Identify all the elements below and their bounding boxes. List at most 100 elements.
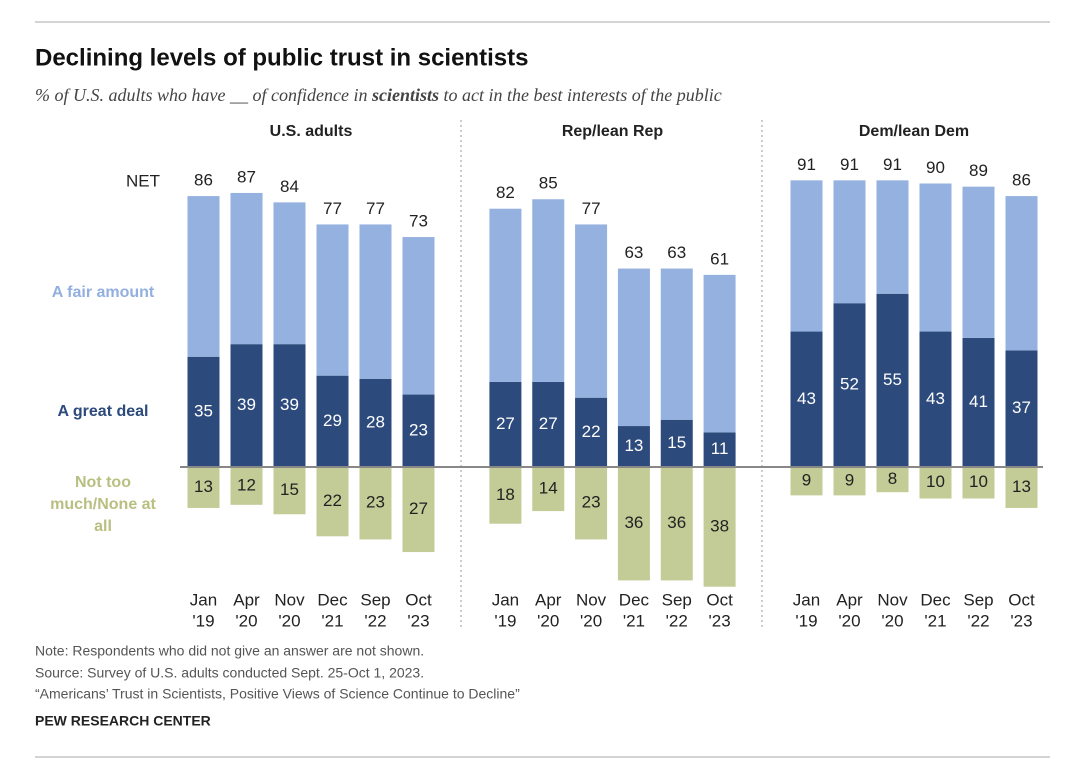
bar-segment: [359, 467, 392, 540]
report: “Americans’ Trust in Scientists, Positiv…: [35, 686, 520, 702]
net-value: 63: [624, 243, 643, 262]
bar-segment: [1005, 467, 1038, 508]
brand: PEW RESEARCH CENTER: [35, 713, 211, 729]
bar-segment: [919, 467, 952, 499]
x-tick-label: Nov: [576, 590, 607, 609]
panel-title: Rep/lean Rep: [562, 123, 664, 140]
bar-segment: [187, 196, 220, 357]
value-label: 43: [797, 389, 816, 408]
bar-segment: [316, 375, 349, 467]
bar-segment: [187, 467, 220, 508]
bar-segment: [273, 467, 306, 515]
net-value: 89: [969, 161, 988, 180]
value-label: 9: [802, 471, 811, 490]
bar-segment: [833, 467, 866, 496]
x-tick-label: Dec: [920, 590, 951, 609]
panel-title: U.S. adults: [270, 123, 353, 140]
net-value: 84: [280, 177, 299, 196]
x-tick-label: Dec: [317, 590, 348, 609]
bar-segment: [703, 274, 736, 433]
value-label: 35: [194, 401, 213, 420]
bar-segment: [962, 467, 995, 499]
source: Source: Survey of U.S. adults conducted …: [35, 665, 424, 681]
bar-segment: [230, 344, 263, 467]
x-tick-label: '21: [623, 611, 645, 630]
x-tick-label: Sep: [360, 590, 390, 609]
value-label: 13: [624, 436, 643, 455]
net-value: 90: [926, 158, 945, 177]
bar-segment: [660, 268, 693, 420]
net-value: 86: [194, 171, 213, 190]
x-tick-label: '20: [580, 611, 602, 630]
bar-segment: [273, 202, 306, 345]
net-value: 77: [582, 199, 601, 218]
net-value: 86: [1012, 171, 1031, 190]
x-tick-label: Jan: [793, 590, 820, 609]
value-label: 27: [496, 414, 515, 433]
net-value: 77: [366, 199, 385, 218]
x-tick-label: Oct: [405, 590, 432, 609]
x-tick-label: Sep: [963, 590, 993, 609]
bar-segment: [402, 237, 435, 395]
net-value: 77: [323, 199, 342, 218]
bar-segment: [359, 224, 392, 379]
bar-segment: [575, 224, 608, 398]
value-label: 39: [237, 395, 256, 414]
bar-segment: [703, 432, 736, 467]
value-label: 39: [280, 395, 299, 414]
x-tick-label: Dec: [619, 590, 650, 609]
value-label: 27: [409, 499, 428, 518]
bar-segment: [833, 303, 866, 467]
value-label: 15: [280, 480, 299, 499]
value-label: 15: [667, 433, 686, 452]
panel-title: Dem/lean Dem: [859, 123, 969, 140]
value-label: 12: [237, 475, 256, 494]
chart-title: Declining levels of public trust in scie…: [35, 44, 528, 71]
value-label: 9: [845, 471, 854, 490]
net-value: 91: [840, 155, 859, 174]
net-value: 73: [409, 212, 428, 231]
x-tick-label: '20: [235, 611, 257, 630]
bar-segment: [402, 394, 435, 467]
value-label: 43: [926, 389, 945, 408]
value-label: 36: [667, 513, 686, 532]
value-label: 22: [323, 491, 342, 510]
bar-segment: [575, 467, 608, 540]
x-tick-label: '20: [537, 611, 559, 630]
bar-segment: [1005, 196, 1038, 351]
bar-segment: [489, 467, 522, 524]
x-tick-label: '19: [192, 611, 214, 630]
x-tick-label: Jan: [190, 590, 217, 609]
bar-segment: [532, 467, 565, 512]
bar-segment: [919, 183, 952, 332]
x-tick-label: Sep: [662, 590, 692, 609]
x-tick-label: '21: [924, 611, 946, 630]
bar-segment: [575, 397, 608, 467]
x-tick-label: Nov: [877, 590, 908, 609]
value-label: 22: [582, 422, 601, 441]
value-label: 10: [926, 472, 945, 491]
bar-segment: [876, 293, 909, 467]
x-tick-label: Apr: [836, 590, 863, 609]
note: Note: Respondents who did not give an an…: [35, 643, 424, 659]
value-label: 23: [582, 493, 601, 512]
bar-segment: [316, 467, 349, 537]
x-tick-label: '22: [967, 611, 989, 630]
x-tick-label: '21: [321, 611, 343, 630]
bar-segment: [790, 467, 823, 496]
bar-segment: [359, 378, 392, 467]
value-label: 13: [1012, 477, 1031, 496]
value-label: 29: [323, 411, 342, 430]
value-label: 27: [539, 414, 558, 433]
x-tick-label: '22: [666, 611, 688, 630]
net-value: 91: [797, 155, 816, 174]
value-label: 52: [840, 375, 859, 394]
bar-segment: [273, 344, 306, 467]
value-label: 11: [711, 439, 729, 458]
subtitle-part: scientists: [371, 85, 439, 105]
value-label: 37: [1012, 398, 1031, 417]
x-tick-label: Oct: [706, 590, 733, 609]
x-tick-label: '19: [795, 611, 817, 630]
